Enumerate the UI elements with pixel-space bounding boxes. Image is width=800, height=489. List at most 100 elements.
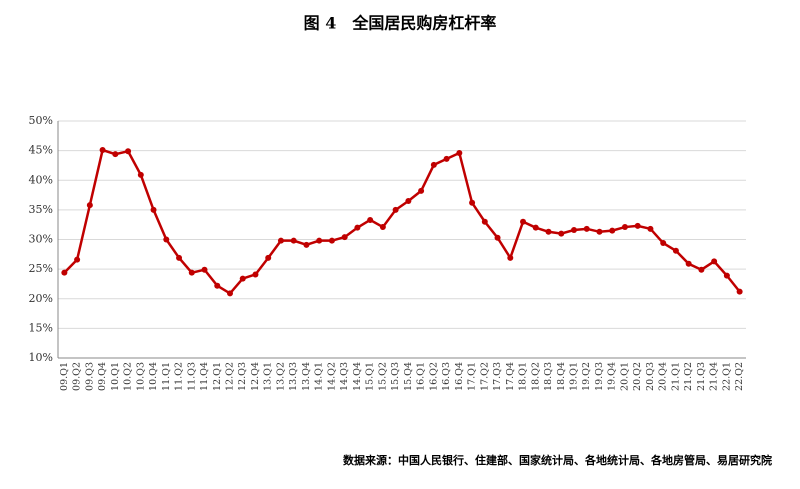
x-tick-label: 13.Q2 [275,362,286,391]
x-tick-label: 15.Q1 [365,362,376,391]
x-tick-label: 18.Q4 [556,362,567,391]
source-note: 数据来源：中国人民银行、住建部、国家统计局、各地统计局、各地房管局、易居研究院 [343,453,772,467]
data-point [660,240,667,247]
x-tick-label: 10.Q1 [110,362,121,391]
data-point [316,237,323,244]
data-point [328,237,335,244]
x-tick-label: 15.Q4 [403,362,414,391]
x-tick-label: 13.Q1 [263,362,274,391]
y-tick-label: 25% [29,262,53,275]
data-point [456,149,463,156]
x-tick-label: 18.Q1 [518,362,529,391]
x-tick-label: 09.Q1 [59,362,70,391]
data-point [520,218,527,225]
data-point [405,197,412,204]
x-tick-label: 14.Q3 [339,362,350,391]
y-tick-label: 50% [29,114,53,127]
data-point [698,266,705,273]
x-tick-label: 13.Q3 [288,362,299,391]
data-point [571,227,577,234]
x-tick-label: 12.Q3 [237,362,248,391]
data-point [112,151,119,158]
data-point [481,218,488,225]
x-tick-label: 19.Q2 [581,362,592,391]
data-point [214,282,221,289]
data-point [277,237,284,244]
chart-title: 图 4 全国居民购房杠杆率 [304,14,497,33]
data-point [545,228,552,235]
data-point [150,206,157,213]
data-point [685,260,692,267]
y-tick-label: 30% [29,233,53,246]
data-point [430,161,437,168]
x-tick-label: 11.Q1 [161,362,172,391]
data-point [634,222,641,229]
data-point [647,225,654,232]
data-point [723,272,730,279]
data-point [99,147,106,154]
x-tick-label: 17.Q1 [467,362,478,391]
data-point [583,225,590,232]
x-tick-label: 19.Q1 [569,362,580,391]
x-tick-label: 18.Q3 [543,362,554,391]
x-tick-label: 12.Q4 [250,362,261,391]
x-tick-label: 14.Q1 [314,362,325,391]
data-point [736,288,743,295]
x-tick-label: 15.Q2 [377,362,388,391]
x-tick-label: 10.Q3 [135,362,146,391]
data-point [621,224,628,231]
x-tick-label: 16.Q2 [428,362,439,391]
x-tick-label: 09.Q2 [72,362,83,391]
x-tick-label: 20.Q4 [658,362,669,391]
x-tick-label: 21.Q3 [696,362,707,391]
data-point [176,254,183,261]
x-tick-label: 14.Q4 [352,362,363,391]
x-tick-label: 17.Q3 [492,362,503,391]
data-point [558,230,565,237]
x-tick-label: 21.Q4 [709,362,720,391]
x-tick-label: 21.Q2 [683,362,694,391]
data-point [303,241,310,248]
x-tick-label: 20.Q3 [645,362,656,391]
data-point [494,234,501,241]
x-tick-label: 10.Q4 [148,362,159,391]
data-point [163,236,170,243]
data-point [265,254,272,261]
data-point [290,237,297,244]
y-tick-label: 15% [29,321,53,334]
data-point [74,256,81,263]
x-tick-label: 09.Q4 [97,362,108,391]
x-tick-label: 11.Q4 [199,362,210,391]
x-tick-label: 16.Q3 [441,362,452,391]
y-tick-label: 35% [29,203,53,216]
data-point [252,271,259,278]
data-point [609,227,616,234]
data-point [469,199,476,206]
data-point [379,224,386,231]
x-tick-label: 20.Q2 [632,362,643,391]
y-tick-label: 10% [29,351,53,364]
x-tick-label: 16.Q4 [454,362,465,391]
x-tick-label: 10.Q2 [123,362,134,391]
data-point [227,290,233,297]
x-tick-label: 19.Q4 [607,362,618,391]
data-point [711,258,718,265]
data-point [239,275,246,282]
x-tick-label: 11.Q2 [174,362,185,391]
x-tick-label: 19.Q3 [594,362,605,391]
data-point [507,254,514,261]
y-tick-label: 45% [29,144,53,157]
data-point [392,206,399,213]
x-tick-label: 11.Q3 [186,362,197,391]
y-tick-label: 40% [29,173,53,186]
data-point [367,216,374,223]
x-tick-label: 17.Q2 [479,362,490,391]
y-tick-label: 20% [29,292,53,305]
x-tick-label: 18.Q2 [530,362,541,391]
x-tick-label: 22.Q2 [734,362,745,391]
data-point [61,269,68,276]
data-point [418,187,425,194]
data-point [341,234,348,241]
data-point [596,228,603,235]
